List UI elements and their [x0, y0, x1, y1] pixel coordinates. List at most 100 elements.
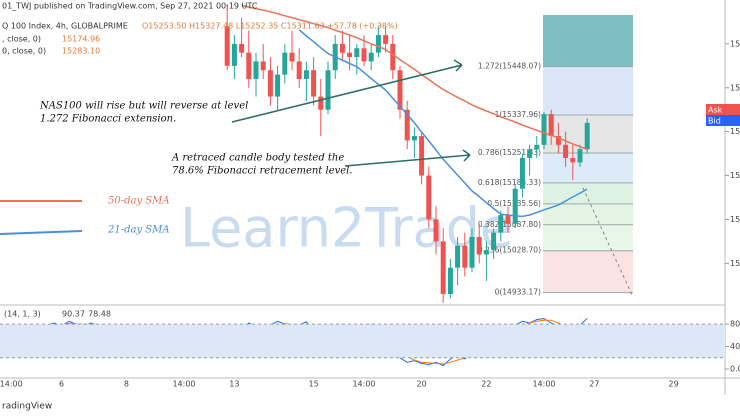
annotation: A retraced candle body tested the — [171, 153, 344, 164]
candle-body — [512, 188, 518, 224]
arrow-line — [344, 154, 471, 167]
y-tick-label: 15200 — [730, 171, 740, 180]
candle-body — [260, 61, 266, 71]
candle-body — [383, 35, 389, 44]
legend-label: 50-day SMA — [108, 196, 170, 207]
x-tick-label: 29 — [669, 380, 679, 389]
x-tick-label: 14:00 — [352, 380, 375, 389]
x-tick-label: 8 — [124, 380, 129, 389]
bid-box — [706, 115, 740, 126]
candle-body — [426, 175, 432, 220]
candle-body — [440, 241, 446, 295]
candle-body — [311, 70, 317, 97]
candle-body — [570, 157, 576, 163]
fib-zones — [543, 15, 633, 293]
x-tick-label: 13 — [229, 380, 239, 389]
fib-zone — [543, 153, 633, 183]
candle-body — [455, 245, 461, 268]
candle-body — [368, 52, 374, 62]
candle-body — [246, 52, 252, 79]
candle-body — [354, 48, 360, 58]
stoch-value: 78.48 — [88, 310, 111, 319]
ask-label: Ask — [708, 106, 723, 115]
published-line: 01_TWJ published on TradingView.com, Sep… — [2, 2, 258, 11]
x-tick-label: 14:00 — [0, 380, 23, 389]
y-tick-label: 0.00 — [730, 365, 740, 374]
candle-body — [411, 136, 417, 141]
y-tick-label: 15000 — [730, 259, 740, 268]
candle-body — [491, 232, 497, 251]
line-series — [241, 4, 588, 151]
fib-zone — [543, 66, 633, 115]
fib-label: 0.618(15183.33) — [478, 178, 541, 187]
candle-body — [462, 245, 468, 268]
candle-body — [224, 26, 230, 66]
fib-zone — [543, 182, 633, 204]
fib-label: 1(15337.96) — [495, 110, 541, 119]
candle-body — [534, 144, 540, 150]
arrow-line — [231, 64, 463, 123]
fib-label: 0(14933.17) — [495, 288, 541, 297]
annotation: 1.272 Fibonacci extension. — [40, 114, 176, 125]
candle-body — [577, 149, 583, 163]
candle-body — [469, 236, 475, 268]
fib-zone — [543, 250, 633, 293]
bid-label: Bid — [708, 117, 721, 126]
indicator-label: , close, 0) — [2, 35, 41, 44]
fib-label: 1.272(15448.07) — [478, 62, 541, 71]
arrow-head — [462, 149, 471, 162]
x-tick-label: 22 — [481, 380, 491, 389]
candle-body — [548, 114, 554, 137]
candle-body — [267, 70, 273, 97]
symbol: Q 100 Index, 4h, GLOBALPRIME — [2, 22, 128, 31]
fib-label: 0.382(15087.80) — [478, 220, 541, 229]
candle-body — [541, 114, 547, 145]
y-tick-label: 40.00 — [730, 342, 740, 351]
candle-body — [318, 96, 324, 110]
candle-body — [289, 52, 295, 62]
fib-zone — [543, 203, 633, 225]
fib-label: 0.786(15251.33) — [478, 148, 541, 157]
line-series — [298, 29, 588, 218]
candle-body — [419, 136, 425, 176]
candle-body — [390, 43, 396, 71]
stoch-value: 90.37 — [62, 310, 85, 319]
x-tick-label: 14:00 — [172, 380, 195, 389]
indicator-value: 15174.96 — [62, 35, 100, 44]
stoch-band — [0, 324, 725, 358]
projection-line — [582, 187, 634, 298]
indicator-value: 15283.10 — [62, 47, 100, 56]
ohlc: O15253.50 H15327.48 L15252.35 C15311.63 … — [142, 22, 398, 31]
candle-body — [275, 74, 281, 97]
annotation: NAS100 will rise but will reverse at lev… — [39, 101, 248, 112]
x-tick-label: 27 — [589, 380, 599, 389]
candle-body — [361, 48, 367, 62]
arrow-head — [453, 59, 463, 72]
candle-body — [476, 236, 482, 255]
candle-body — [584, 122, 590, 150]
candle-body — [239, 43, 245, 53]
candle-body — [447, 267, 453, 295]
candle-body — [483, 250, 489, 255]
candle-body — [555, 136, 561, 145]
y-tick-label: 15400 — [730, 83, 740, 92]
candle-body — [339, 43, 345, 53]
marks: 1.272(15448.07) 1(15337.96) 0.786(15251.33… — [3, 4, 633, 367]
candle-body — [296, 61, 302, 79]
candle-body — [282, 52, 288, 75]
candle-body — [505, 215, 511, 224]
fib-zone — [543, 224, 633, 251]
x-tick-label: 15 — [309, 380, 319, 389]
legend-label: 21-day SMA — [107, 225, 170, 236]
y-tick-label: 15500 — [730, 39, 740, 48]
y-tick-label: 15300 — [730, 127, 740, 136]
x-tick-label: 14:00 — [532, 380, 555, 389]
y-tick-label: 15100 — [730, 215, 740, 224]
candle-body — [231, 43, 237, 66]
candle-body — [397, 70, 403, 110]
footer-brand: radingView — [2, 402, 52, 412]
candle-body — [325, 70, 331, 110]
candle-body — [563, 144, 569, 158]
